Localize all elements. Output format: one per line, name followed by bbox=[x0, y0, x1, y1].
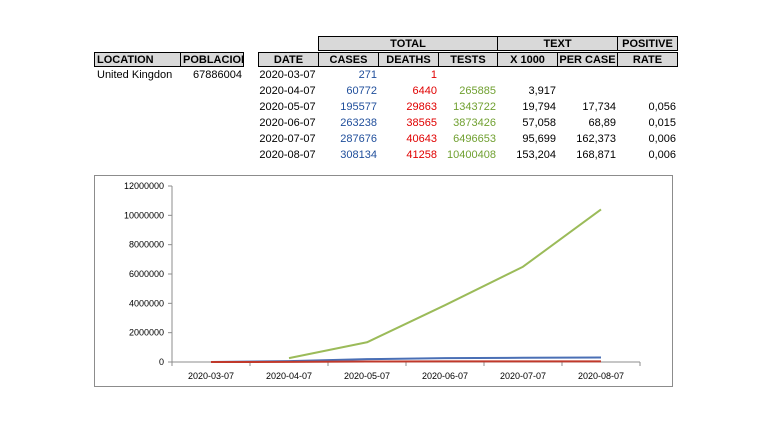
cell-date[interactable]: 2020-06-07 bbox=[259, 117, 316, 129]
cell-date[interactable]: 2020-04-07 bbox=[259, 85, 316, 97]
cell-x1000[interactable]: 57,058 bbox=[522, 117, 556, 129]
cell-cases[interactable]: 308134 bbox=[340, 149, 377, 161]
rate-header: RATE bbox=[617, 52, 678, 67]
cell-rate[interactable]: 0,056 bbox=[648, 101, 676, 113]
cell-deaths[interactable]: 29863 bbox=[406, 101, 437, 113]
cell-x1000[interactable]: 3,917 bbox=[528, 85, 556, 97]
cell-tests[interactable]: 265885 bbox=[459, 85, 496, 97]
per-case-header: PER CASE bbox=[557, 52, 618, 67]
cell-rate[interactable] bbox=[617, 84, 676, 99]
poblacion-header: POBLACION bbox=[180, 52, 244, 67]
cell-cases[interactable]: 287676 bbox=[340, 133, 377, 145]
y-tick-label: 12000000 bbox=[124, 181, 164, 191]
y-tick-label: 0 bbox=[159, 357, 164, 367]
line-chart: 0 2000000 4000000 6000000 8000000 10000000 120… bbox=[124, 181, 641, 381]
y-tick-label: 4000000 bbox=[129, 298, 164, 308]
cell-per-case[interactable] bbox=[557, 84, 616, 99]
cell-date[interactable]: 2020-05-07 bbox=[259, 101, 316, 113]
cell-tests[interactable] bbox=[438, 68, 496, 83]
y-tick-label: 6000000 bbox=[129, 269, 164, 279]
cell-rate[interactable]: 0,015 bbox=[648, 117, 676, 129]
series-line-1 bbox=[210, 360, 602, 363]
x-tick-label: 2020-07-07 bbox=[500, 371, 546, 381]
cell-deaths[interactable]: 1 bbox=[430, 69, 437, 81]
cell-cases[interactable]: 263238 bbox=[340, 117, 377, 129]
cell-rate[interactable] bbox=[617, 68, 676, 83]
cell-rate[interactable]: 0,006 bbox=[648, 133, 676, 145]
cell-date[interactable]: 2020-08-07 bbox=[259, 149, 316, 161]
poblacion-value[interactable]: 67886004 bbox=[193, 69, 242, 81]
cell-cases[interactable]: 60772 bbox=[346, 85, 377, 97]
cell-x1000[interactable]: 19,794 bbox=[522, 101, 556, 113]
x-tick-label: 2020-03-07 bbox=[188, 371, 234, 381]
cell-deaths[interactable]: 41258 bbox=[406, 149, 437, 161]
deaths-header: DEATHS bbox=[378, 52, 439, 67]
cell-cases[interactable]: 195577 bbox=[340, 101, 377, 113]
cell-per-case[interactable] bbox=[557, 68, 616, 83]
y-tick-label: 2000000 bbox=[129, 328, 164, 338]
cell-date[interactable]: 2020-03-07 bbox=[259, 69, 316, 81]
cell-deaths[interactable]: 6440 bbox=[412, 85, 437, 97]
cell-x1000[interactable]: 95,699 bbox=[522, 133, 556, 145]
cases-header: CASES bbox=[318, 52, 379, 67]
positive-group-header: POSITIVE bbox=[617, 36, 678, 51]
cell-cases[interactable]: 271 bbox=[358, 69, 377, 81]
cell-rate[interactable]: 0,006 bbox=[648, 149, 676, 161]
cell-x1000[interactable] bbox=[497, 68, 556, 83]
text-group-header: TEXT bbox=[497, 36, 618, 51]
x-tick-label: 2020-04-07 bbox=[266, 371, 312, 381]
y-tick-label: 10000000 bbox=[124, 210, 164, 220]
cell-date[interactable]: 2020-07-07 bbox=[259, 133, 316, 145]
cell-tests[interactable]: 10400408 bbox=[447, 149, 496, 161]
chart-area[interactable]: 0 2000000 4000000 6000000 8000000 10000000 120… bbox=[94, 175, 673, 387]
cell-per-case[interactable]: 68,89 bbox=[588, 117, 616, 129]
cell-tests[interactable]: 6496653 bbox=[453, 133, 496, 145]
cell-x1000[interactable]: 153,204 bbox=[516, 149, 556, 161]
date-header: DATE bbox=[258, 52, 319, 67]
y-tick-label: 8000000 bbox=[129, 240, 164, 250]
cell-per-case[interactable]: 17,734 bbox=[582, 101, 616, 113]
x-tick-label: 2020-06-07 bbox=[422, 371, 468, 381]
cell-per-case[interactable]: 162,373 bbox=[576, 133, 616, 145]
cell-tests[interactable]: 1343722 bbox=[453, 101, 496, 113]
tests-header: TESTS bbox=[438, 52, 498, 67]
total-group-header: TOTAL bbox=[318, 36, 498, 51]
x-tick-label: 2020-08-07 bbox=[578, 371, 624, 381]
location-value[interactable]: United Kingdon bbox=[97, 69, 173, 81]
location-header: LOCATION bbox=[94, 52, 181, 67]
cell-tests[interactable]: 3873426 bbox=[453, 117, 496, 129]
cell-deaths[interactable]: 38565 bbox=[406, 117, 437, 129]
series-line-2 bbox=[288, 208, 602, 360]
cell-deaths[interactable]: 40643 bbox=[406, 133, 437, 145]
x1000-header: X 1000 bbox=[497, 52, 558, 67]
x-tick-label: 2020-05-07 bbox=[344, 371, 390, 381]
cell-per-case[interactable]: 168,871 bbox=[576, 149, 616, 161]
